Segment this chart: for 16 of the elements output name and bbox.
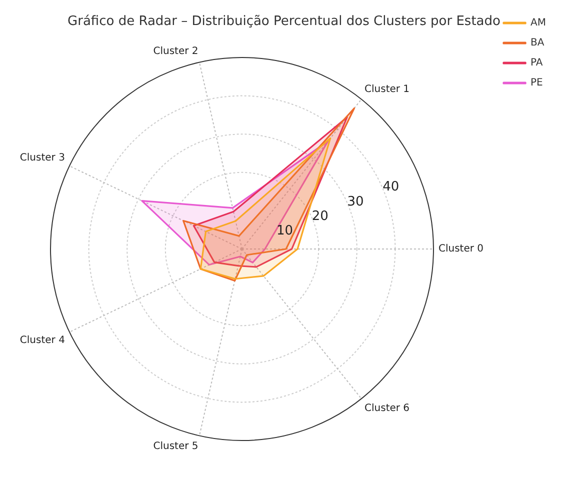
y-tick-label: 40: [382, 180, 400, 195]
spoke-label: Cluster 2: [153, 46, 198, 58]
y-tick-label: 10: [276, 224, 294, 239]
spoke-label: Cluster 1: [364, 84, 410, 95]
y-tick-label: 30: [347, 194, 364, 210]
legend-label: PE: [530, 78, 543, 89]
spoke-label: Cluster 0: [438, 244, 484, 255]
spoke-label: Cluster 5: [153, 441, 198, 452]
spoke-label: Cluster 4: [20, 334, 65, 346]
chart-title: Gráfico de Radar – Distribuição Percentual dos Clusters por Estado: [68, 14, 501, 30]
legend-label: AM: [530, 18, 546, 29]
spoke-label: Cluster 6: [364, 403, 410, 414]
spoke-label: Cluster 3: [20, 152, 65, 164]
y-tick-label: 20: [312, 209, 328, 224]
legend-label: PA: [530, 58, 543, 69]
legend-label: BA: [530, 38, 544, 49]
